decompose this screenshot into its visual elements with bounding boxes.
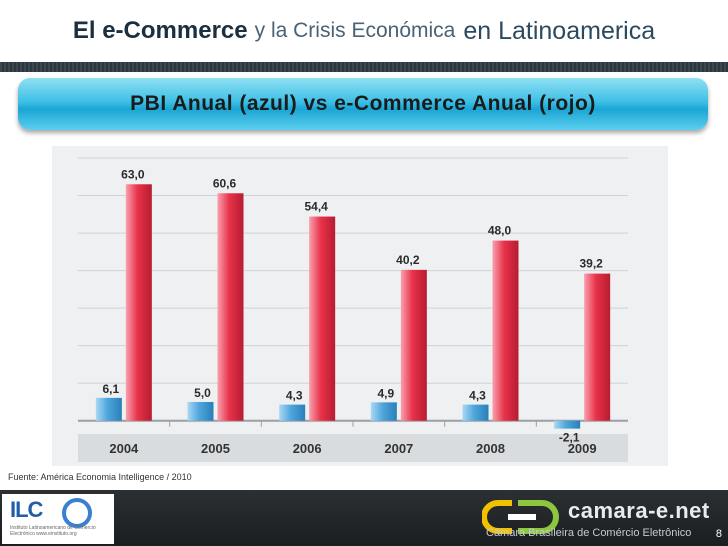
page-number: 8 bbox=[715, 528, 722, 540]
camara-logo-subtitle: Câmara Brasileira de Comércio Eletrônico bbox=[486, 527, 692, 539]
source-note: Fuente: América Economia Intelligence / … bbox=[8, 472, 192, 482]
gdp-bar bbox=[554, 420, 581, 429]
chart-panel: 6,1 63,0 2004 5,0 60,6 2005 4,3 54,4 2006 4,9 40,2… bbox=[52, 146, 668, 466]
ecommerce-data-label: 63,0 bbox=[121, 167, 145, 181]
gdp-data-label: 4,3 bbox=[286, 389, 303, 403]
footer-bar bbox=[0, 490, 728, 546]
ilce-ring-icon bbox=[62, 498, 92, 528]
ecommerce-bar bbox=[492, 240, 519, 421]
category-tick-label: 2009 bbox=[568, 441, 597, 456]
title-end: en Latinoamerica bbox=[463, 16, 656, 45]
ecommerce-bar bbox=[309, 216, 336, 421]
gdp-bar bbox=[187, 401, 214, 421]
category-tick-label: 2005 bbox=[201, 441, 230, 456]
gdp-data-label: -2,1 bbox=[559, 431, 580, 445]
gdp-bar bbox=[462, 404, 489, 421]
gdp-data-label: 5,0 bbox=[194, 386, 211, 400]
ecommerce-bar bbox=[584, 273, 611, 421]
category-tick-label: 2006 bbox=[293, 441, 322, 456]
gdp-data-label: 6,1 bbox=[102, 382, 119, 396]
ecommerce-bar bbox=[400, 269, 427, 421]
ecommerce-data-label: 40,2 bbox=[396, 253, 420, 267]
title-divider bbox=[0, 62, 728, 72]
ecommerce-data-label: 39,2 bbox=[579, 257, 603, 271]
category-tick-label: 2004 bbox=[109, 441, 139, 456]
category-tick-label: 2008 bbox=[476, 441, 505, 456]
ilce-logo-subtitle: Instituto Latinoamericano de Comercio El… bbox=[10, 525, 96, 537]
ecommerce-bar bbox=[125, 184, 152, 421]
camara-logo: camara-e.net Câmara Brasileira de Comérc… bbox=[482, 496, 718, 542]
gdp-data-label: 4,3 bbox=[469, 389, 486, 403]
camara-logo-icon bbox=[482, 500, 559, 534]
slide-title: El e-Commerce y la Crisis Económica en L… bbox=[0, 0, 728, 62]
gdp-bar bbox=[279, 404, 306, 421]
title-middle: y la Crisis Económica bbox=[254, 19, 456, 42]
chart-banner: PBI Anual (azul) vs e-Commerce Anual (ro… bbox=[18, 78, 708, 130]
title-bold: El e-Commerce bbox=[72, 17, 248, 44]
ilce-logo: ILC Instituto Latinoamericano de Comerci… bbox=[2, 494, 114, 544]
ecommerce-bar bbox=[217, 193, 244, 421]
gdp-bar bbox=[370, 402, 397, 421]
category-band bbox=[78, 434, 628, 462]
category-tick-label: 2007 bbox=[384, 441, 413, 456]
ecommerce-data-label: 48,0 bbox=[488, 224, 512, 238]
ecommerce-data-label: 54,4 bbox=[304, 200, 328, 214]
gdp-data-label: 4,9 bbox=[377, 386, 394, 400]
ecommerce-data-label: 60,6 bbox=[213, 176, 237, 190]
bar-chart: 6,1 63,0 2004 5,0 60,6 2005 4,3 54,4 2006 4,9 40,2… bbox=[78, 157, 628, 462]
ilce-logo-mark: ILC bbox=[10, 497, 43, 522]
camara-logo-name: camara-e.net bbox=[568, 498, 710, 523]
gdp-bar bbox=[95, 397, 122, 421]
